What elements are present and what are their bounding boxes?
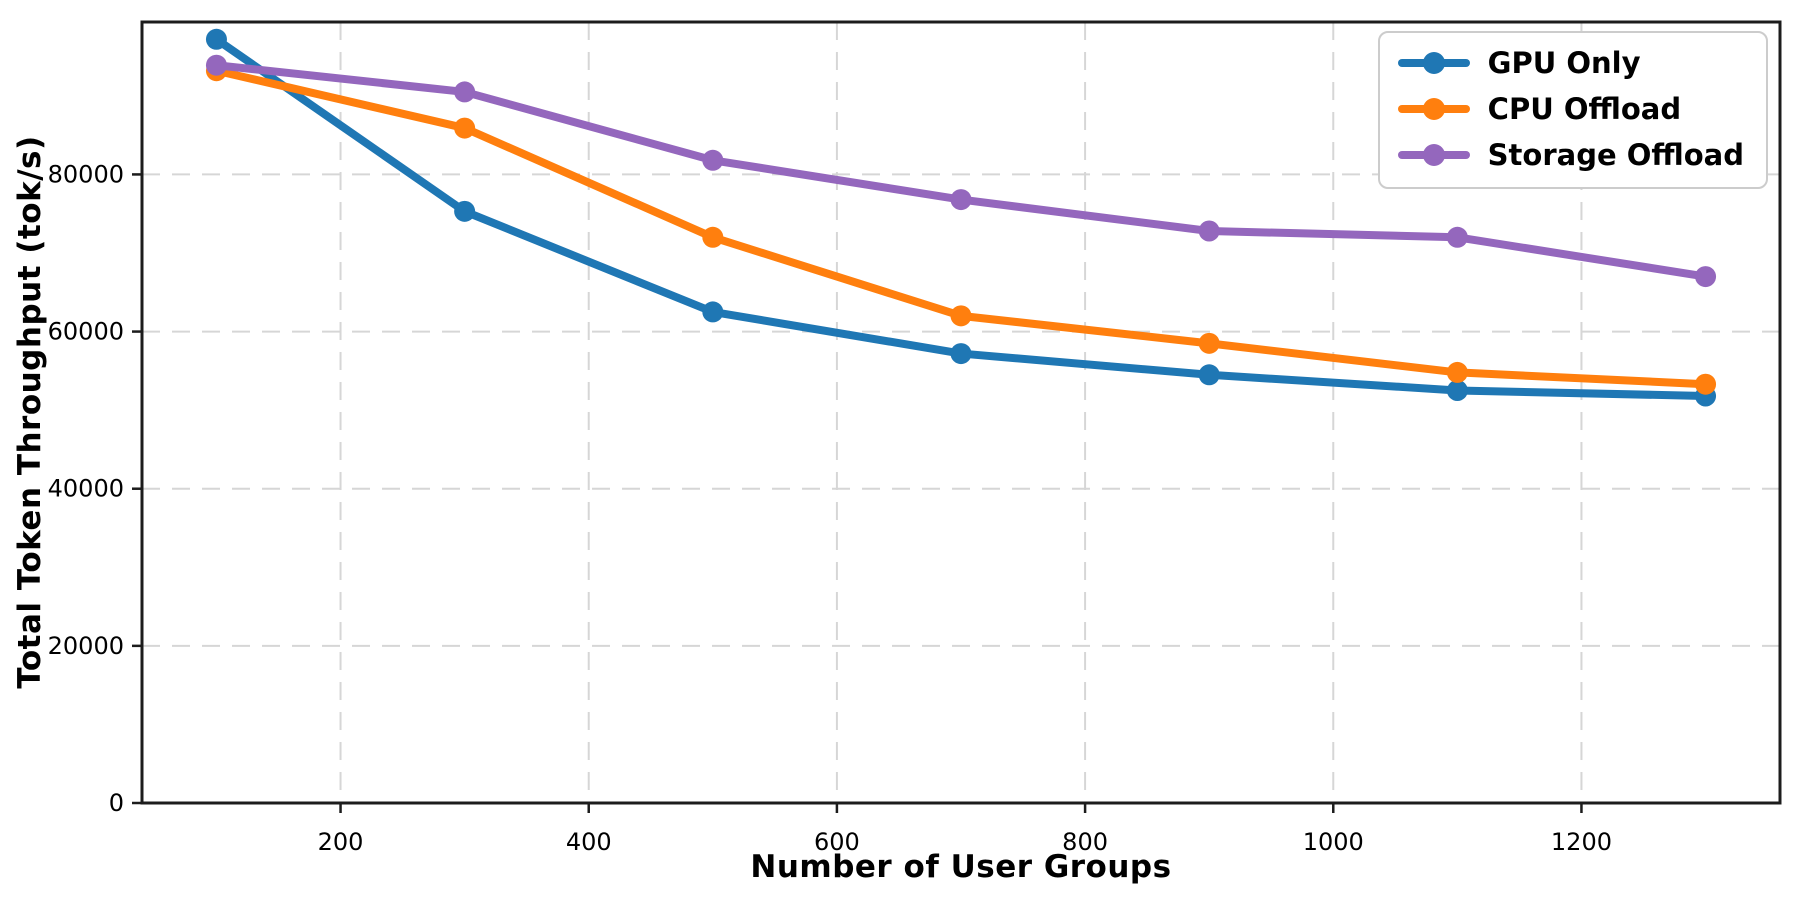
legend-line-swatch <box>1397 98 1470 120</box>
legend-item-gpu-only: GPU Only <box>1397 43 1744 83</box>
legend-item-cpu-offload: CPU Offload <box>1397 89 1744 129</box>
legend-marker-dot-icon <box>1422 52 1445 74</box>
data-point-storage-offload <box>205 54 227 76</box>
legend-line-swatch <box>1397 52 1470 74</box>
legend-label: CPU Offload <box>1487 91 1682 126</box>
x-tick-label: 1200 <box>1551 828 1612 856</box>
data-point-cpu-offload <box>1446 361 1468 383</box>
data-point-storage-offload <box>454 81 476 103</box>
legend: GPU Only CPU Offload Storage Offload <box>1377 31 1768 189</box>
y-tick-label: 0 <box>109 789 124 817</box>
data-point-storage-offload <box>1198 220 1220 242</box>
data-point-gpu-only <box>702 301 724 323</box>
y-tick-label: 60000 <box>48 318 124 346</box>
x-tick-label: 200 <box>318 828 364 856</box>
y-tick-label: 80000 <box>48 160 124 188</box>
data-point-cpu-offload <box>950 305 972 327</box>
data-point-cpu-offload <box>454 117 476 139</box>
x-tick-label: 800 <box>1062 828 1108 856</box>
data-point-cpu-offload <box>702 226 724 248</box>
data-point-gpu-only <box>454 200 476 222</box>
data-point-gpu-only <box>1446 380 1468 401</box>
y-tick-label: 40000 <box>48 475 124 503</box>
x-tick-label: 400 <box>566 828 612 856</box>
data-point-gpu-only <box>1198 364 1220 386</box>
y-axis-label: Total Token Throughput (tok/s) <box>12 135 48 689</box>
data-point-gpu-only <box>205 28 227 50</box>
x-tick-label: 1000 <box>1303 828 1364 856</box>
plot-border <box>140 20 1782 805</box>
legend-item-storage-offload: Storage Offload <box>1397 135 1744 175</box>
legend-line-swatch <box>1397 144 1470 166</box>
data-point-cpu-offload <box>1198 332 1220 354</box>
data-point-storage-offload <box>1695 266 1717 288</box>
x-axis-label: Number of User Groups <box>750 849 1172 885</box>
data-point-cpu-offload <box>1695 373 1717 395</box>
x-tick-label: 600 <box>814 828 860 856</box>
data-point-gpu-only <box>950 343 972 365</box>
data-point-storage-offload <box>950 189 972 211</box>
y-tick-label: 20000 <box>48 632 124 660</box>
data-point-storage-offload <box>702 149 724 171</box>
legend-label: GPU Only <box>1487 45 1641 80</box>
legend-marker-dot-icon <box>1422 98 1445 120</box>
legend-marker-dot-icon <box>1422 144 1445 166</box>
data-point-storage-offload <box>1446 226 1468 248</box>
legend-label: Storage Offload <box>1487 137 1744 172</box>
